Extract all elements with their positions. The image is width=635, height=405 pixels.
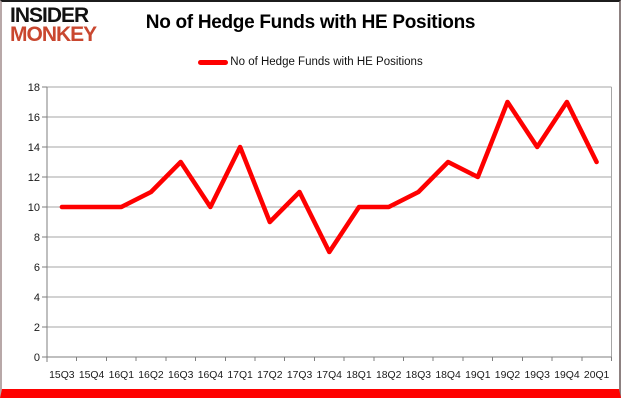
x-tick-label: 18Q1 [346, 370, 372, 381]
chart-card: INSIDER MONKEY No of Hedge Funds with HE… [0, 0, 621, 398]
y-tick-label: 0 [34, 352, 40, 364]
y-tick-label: 8 [34, 232, 40, 244]
x-tick-label: 17Q2 [257, 370, 283, 381]
legend: No of Hedge Funds with HE Positions [2, 56, 619, 68]
x-tick-label: 20Q1 [584, 370, 610, 381]
x-tick-label: 18Q2 [376, 370, 402, 381]
legend-label: No of Hedge Funds with HE Positions [230, 56, 423, 68]
x-tick-label: 18Q3 [406, 370, 432, 381]
x-tick-label: 16Q1 [109, 370, 135, 381]
y-tick-label: 4 [34, 292, 40, 304]
x-tick-label: 19Q4 [554, 370, 580, 381]
x-tick-label: 16Q3 [168, 370, 194, 381]
x-tick-label: 17Q1 [227, 370, 253, 381]
legend-line-swatch-icon [198, 59, 229, 65]
x-tick-label: 17Q4 [317, 370, 343, 381]
y-tick-label: 2 [34, 322, 40, 334]
y-tick-label: 14 [28, 142, 40, 154]
x-tick-label: 15Q4 [79, 370, 105, 381]
insider-monkey-logo: INSIDER MONKEY [10, 4, 97, 47]
logo-line-insider: INSIDER [10, 4, 89, 27]
x-tick-label: 19Q3 [525, 370, 551, 381]
y-tick-label: 6 [34, 262, 40, 274]
chart-title: No of Hedge Funds with HE Positions [145, 12, 476, 33]
x-tick-label: 19Q1 [465, 370, 491, 381]
logo-line-monkey: MONKEY [10, 23, 97, 47]
x-tick-label: 17Q3 [287, 370, 313, 381]
x-tick-label: 18Q4 [435, 370, 461, 381]
y-tick-label: 10 [28, 202, 40, 214]
y-tick-label: 12 [28, 172, 40, 184]
x-tick-label: 16Q2 [138, 370, 164, 381]
y-tick-label: 18 [28, 82, 40, 94]
x-tick-label: 19Q2 [495, 370, 521, 381]
data-line-no-of-hedge-funds-with-he-positions [59, 99, 599, 255]
y-tick-label: 16 [28, 112, 40, 124]
x-tick-label: 16Q4 [198, 370, 224, 381]
x-tick-label: 15Q3 [49, 370, 75, 381]
